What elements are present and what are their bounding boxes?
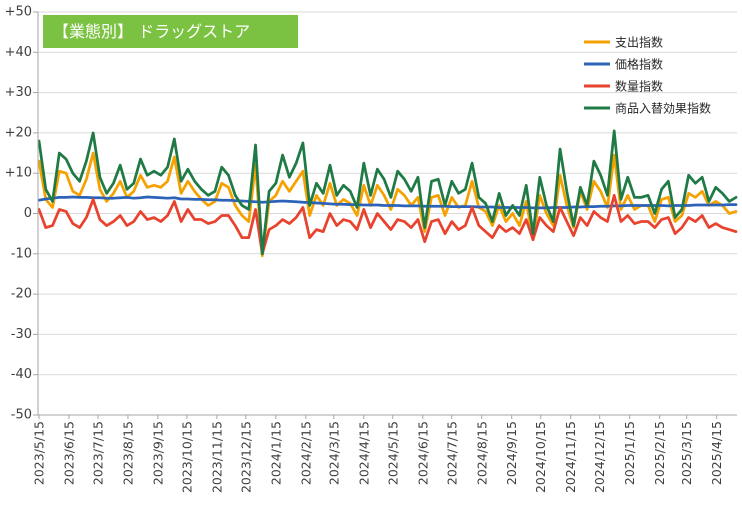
x-tick-label: 2024/5/15 (385, 421, 400, 485)
x-tick-label: 2023/12/15 (238, 421, 253, 493)
x-tick-label: 2024/9/15 (504, 421, 519, 485)
axes (33, 11, 737, 419)
price-index-line (37, 195, 738, 210)
x-tick-label: 2023/6/15 (61, 421, 76, 485)
legend-label-spending-index: 支出指数 (615, 35, 663, 50)
legend-label-product-replacement-index: 商品入替効果指数 (615, 101, 711, 116)
x-tick-label: 2023/8/15 (120, 421, 135, 485)
legend: 支出指数 価格指数 数量指数 商品入替効果指数 (584, 35, 711, 116)
legend-item-price-index: 価格指数 (584, 57, 663, 72)
y-tick-label: +30 (5, 85, 32, 100)
x-tick-label: 2024/2/15 (298, 421, 313, 485)
title-text: 【業態別】 ドラッグストア (53, 22, 250, 41)
y-tick-label: -40 (11, 367, 32, 382)
y-tick-label: +10 (5, 166, 32, 181)
x-tick-label: 2023/10/15 (179, 421, 194, 493)
x-tick-label: 2024/11/15 (563, 421, 578, 493)
y-tick-label: +40 (5, 45, 32, 60)
title-background (43, 15, 298, 48)
x-tick-label: 2023/7/15 (90, 421, 105, 485)
legend-item-product-replacement-index: 商品入替効果指数 (584, 101, 711, 116)
x-tick-label: 2025/3/15 (679, 421, 694, 485)
y-tick-label: +20 (5, 125, 32, 140)
y-tick-label: 0 (24, 206, 32, 221)
series-lines (37, 129, 738, 258)
quantity-index-line (37, 193, 738, 256)
legend-item-quantity-index: 数量指数 (584, 79, 663, 94)
y-tick-label: -20 (11, 287, 32, 302)
y-tick-label: -50 (11, 408, 32, 423)
x-tick-label: 2024/10/15 (533, 421, 548, 493)
x-tick-label: 2024/6/15 (415, 421, 430, 485)
x-tick-label: 2024/3/15 (326, 421, 341, 485)
y-tick-label: -30 (11, 327, 32, 342)
x-tick-label: 2024/8/15 (474, 421, 489, 485)
x-tick-label: 2025/4/15 (709, 421, 724, 485)
y-tick-label: +50 (5, 5, 32, 20)
product-replacement-effect-index-line (37, 129, 738, 256)
x-tick-label: 2023/9/15 (150, 421, 165, 485)
gridlines (38, 11, 737, 376)
y-tick-label: -10 (11, 246, 32, 261)
x-tick-label: 2024/12/15 (592, 421, 607, 493)
y-axis-tick-labels: +50 +40 +30 +20 +10 0 -10 -20 -30 -40 -50 (5, 5, 32, 423)
chart-title: 【業態別】 ドラッグストア (43, 15, 298, 48)
legend-label-quantity-index: 数量指数 (615, 79, 663, 94)
x-tick-label: 2025/1/15 (622, 421, 637, 485)
x-tick-label: 2024/1/15 (268, 421, 283, 485)
x-axis-tick-labels: 2023/5/15 2023/6/15 2023/7/15 2023/8/15 2023… (32, 421, 725, 493)
x-tick-label: 2023/5/15 (32, 421, 47, 485)
x-tick-label: 2025/2/15 (652, 421, 667, 485)
x-tick-label: 2024/4/15 (356, 421, 371, 485)
x-tick-label: 2024/7/15 (444, 421, 459, 485)
x-tick-label: 2023/11/15 (209, 421, 224, 493)
spending-index-line (37, 151, 738, 258)
legend-label-price-index: 価格指数 (615, 57, 663, 72)
legend-item-spending-index: 支出指数 (584, 35, 663, 50)
